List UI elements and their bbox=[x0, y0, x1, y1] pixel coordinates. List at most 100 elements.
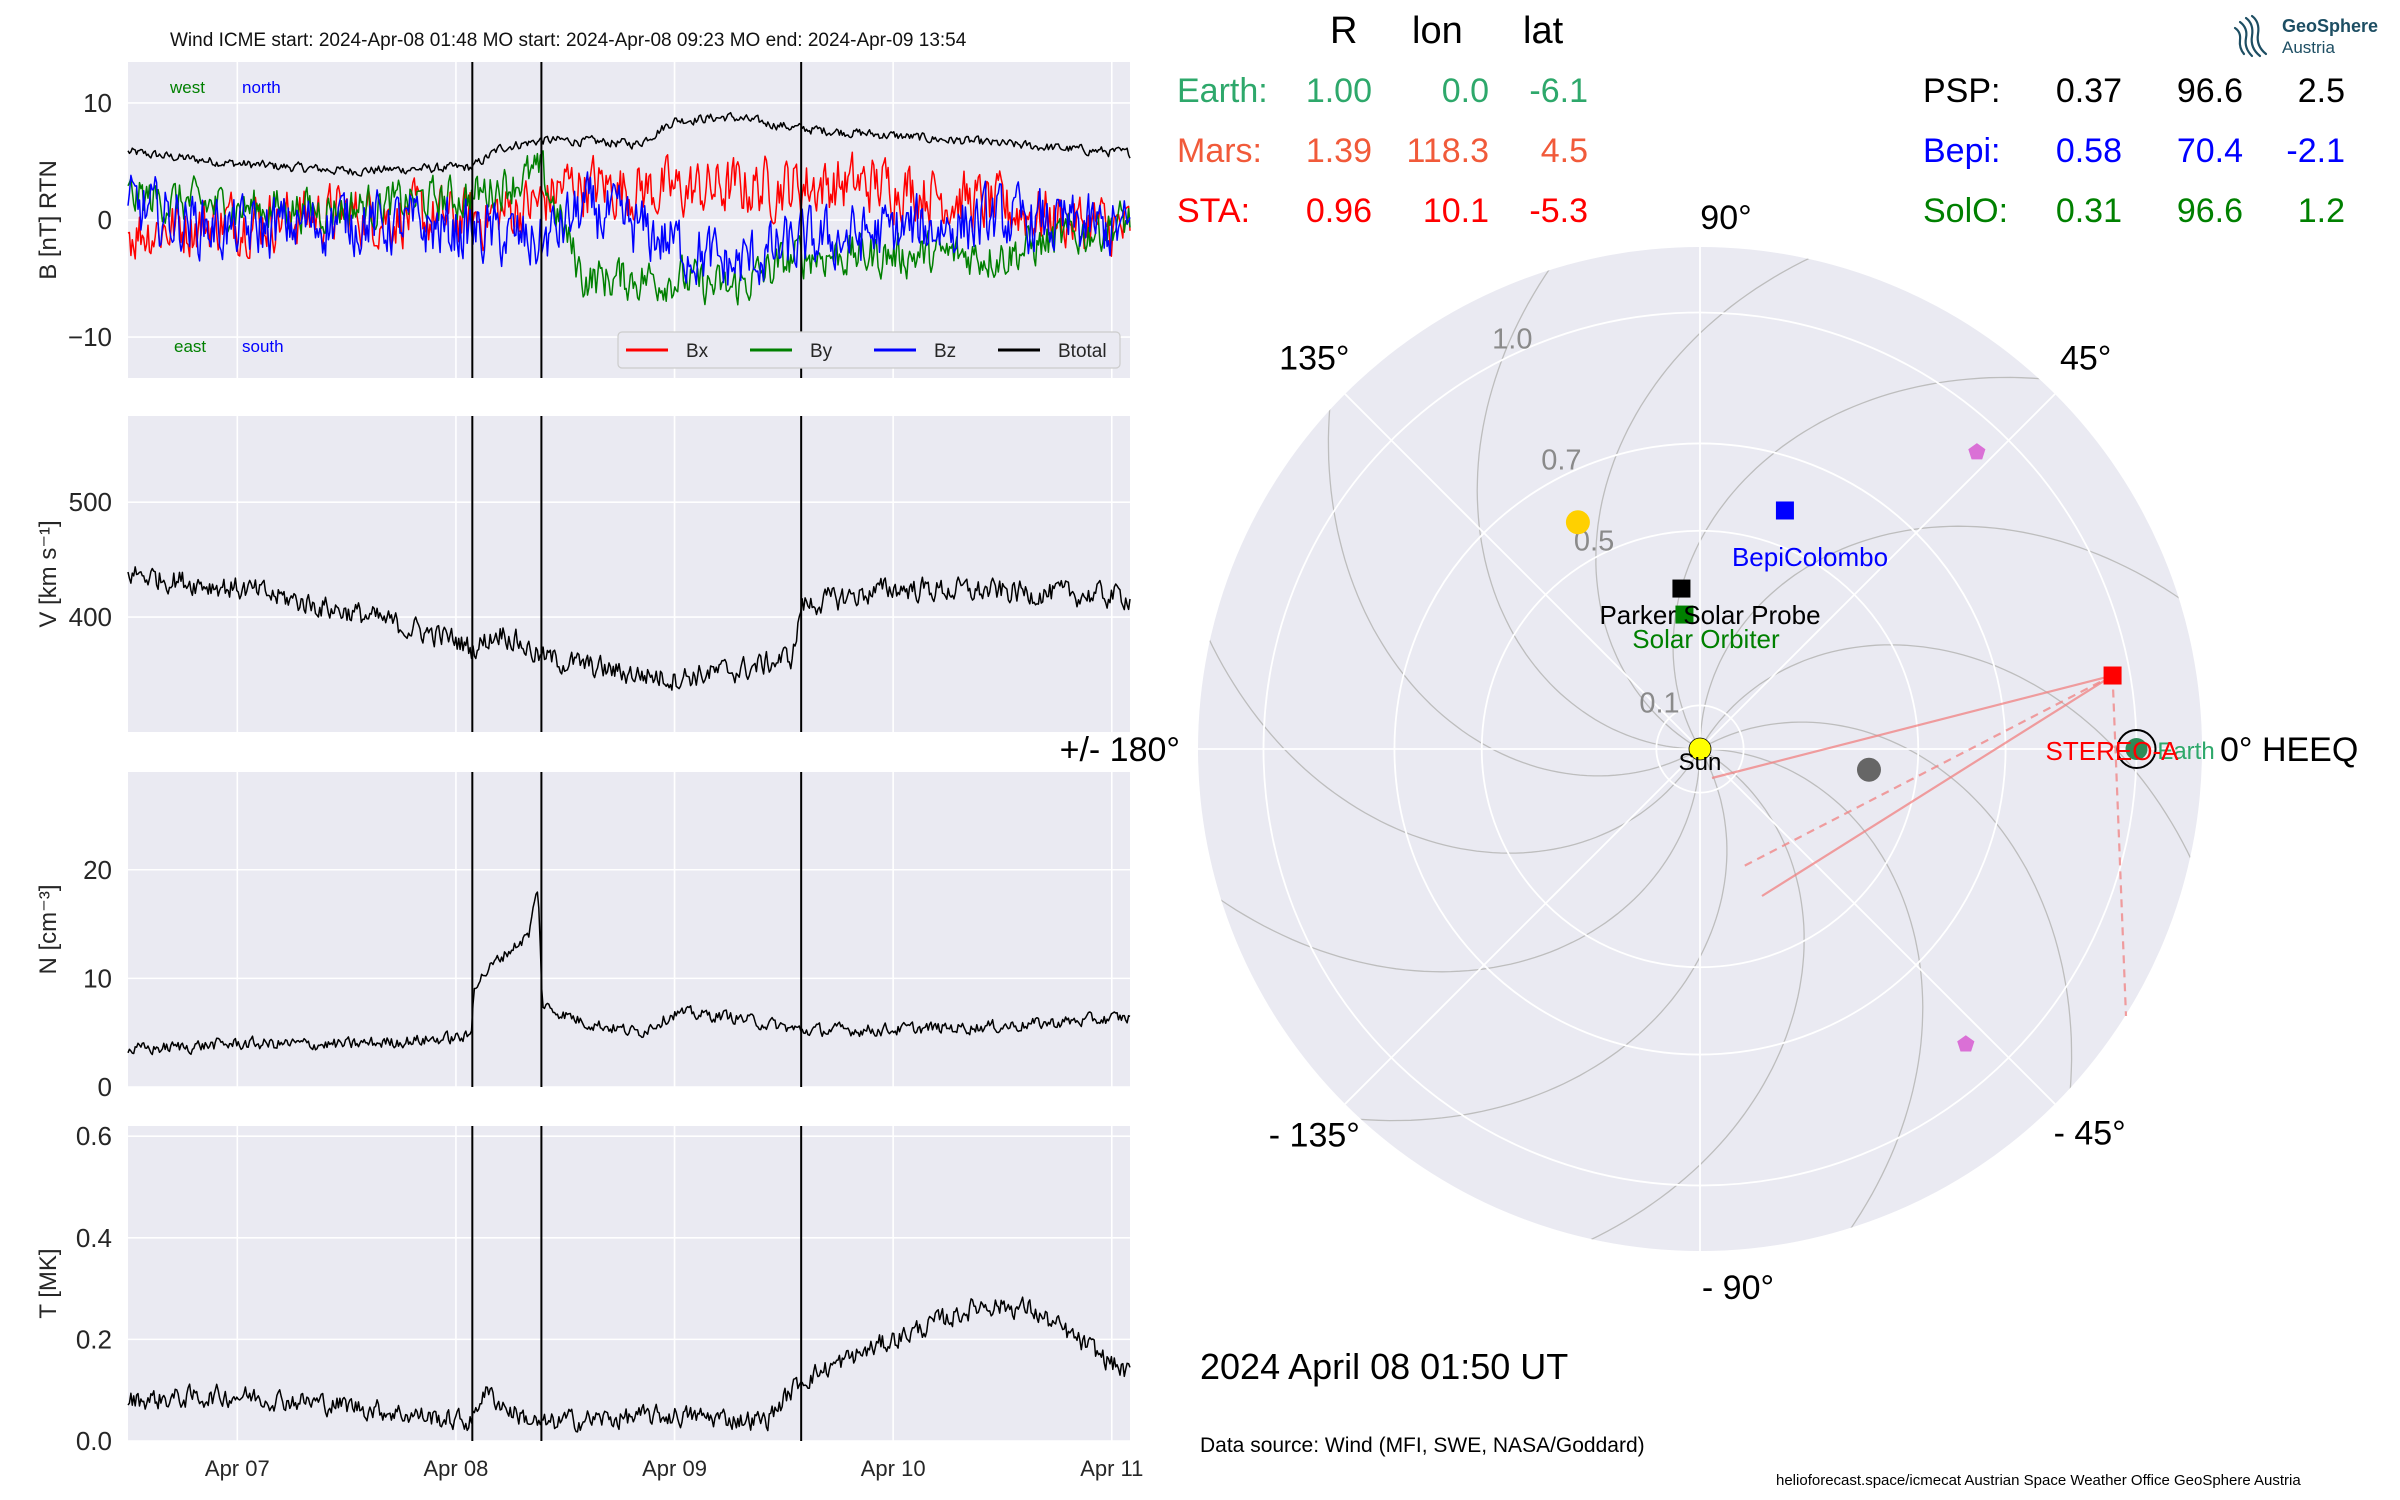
y-tick-label: 0.4 bbox=[76, 1223, 112, 1253]
body-solar-orbiter bbox=[1675, 605, 1694, 624]
x-tick-label: Apr 09 bbox=[642, 1456, 707, 1481]
parker-spiral-line bbox=[1289, 748, 1728, 1122]
body-stereo-a bbox=[2103, 666, 2122, 685]
table-row-r: 0.96 bbox=[1305, 192, 1372, 230]
table-row-name: Earth: bbox=[1177, 72, 1268, 110]
plot-title: Wind ICME start: 2024-Apr-08 01:48 MO st… bbox=[170, 30, 967, 51]
polar-angle-label: 45° bbox=[2060, 339, 2111, 377]
earth-ring bbox=[2116, 729, 2157, 769]
body-bepicolombo bbox=[1775, 501, 1794, 520]
series-line-btotal bbox=[127, 111, 1131, 177]
parker-spiral-line bbox=[1524, 748, 1805, 1251]
parker-spiral-line bbox=[1476, 247, 1701, 750]
table-row-lat: 2.5 bbox=[2297, 72, 2345, 110]
panel-background bbox=[128, 416, 1130, 732]
polar-radius-label: 0.1 bbox=[1639, 688, 1679, 720]
parker-spiral-line bbox=[1699, 721, 2073, 1160]
table-row-lat: -6.1 bbox=[1529, 72, 1588, 110]
table-row-name: Mars: bbox=[1177, 132, 1262, 170]
footer-credits: helioforecast.space/icmecat Austrian Spa… bbox=[1776, 1472, 2301, 1489]
table-row-name: STA: bbox=[1177, 192, 1251, 230]
panel-speed: 400 500 V [km s⁻¹] bbox=[35, 416, 1131, 732]
table-row-name: Bepi: bbox=[1923, 132, 2001, 170]
parker-spiral-line bbox=[1699, 525, 2202, 750]
legend-frame bbox=[617, 331, 1121, 369]
stereo-a-field-lines bbox=[1711, 674, 2128, 1017]
y-axis-label: N [cm⁻³] bbox=[35, 885, 62, 975]
field-line-dashed bbox=[2111, 675, 2128, 1017]
table-row-lon: 70.4 bbox=[2176, 132, 2243, 170]
polar-angle-label: 0° HEEQ bbox=[2220, 731, 2358, 769]
table-row-r: 1.39 bbox=[1305, 132, 1372, 170]
body-label: Parker Solar Probe bbox=[1599, 600, 1820, 630]
parker-spiral-line bbox=[1699, 644, 2202, 925]
y-tick-label: 0.2 bbox=[76, 1324, 112, 1354]
body-label: Sun bbox=[1679, 749, 1722, 776]
parker-spiral-line bbox=[1198, 748, 1701, 973]
table-row-r: 1.00 bbox=[1305, 72, 1372, 110]
panel-density: 0 10 20 N [cm⁻³] bbox=[35, 772, 1131, 1102]
y-axis-label: T [MK] bbox=[35, 1248, 62, 1318]
y-tick-label: 10 bbox=[83, 88, 112, 118]
polar-angle-label: - 45° bbox=[2054, 1115, 2126, 1153]
parker-spirals bbox=[1198, 247, 2202, 1251]
table-row-lon: 96.6 bbox=[2176, 72, 2243, 110]
y-tick-label: 10 bbox=[83, 963, 112, 993]
col-header-lat: lat bbox=[1523, 10, 1564, 52]
table-row-name: SolO: bbox=[1923, 192, 2009, 230]
legend: Bx By Bz Btotal bbox=[617, 331, 1121, 369]
legend-entry-label: Btotal bbox=[1058, 341, 1107, 362]
series-line-t bbox=[127, 1296, 1131, 1433]
y-axis-label: B [nT] RTN bbox=[35, 160, 62, 280]
polar-angle-label: 135° bbox=[1279, 339, 1349, 377]
polar-angle-label: - 135° bbox=[1269, 1117, 1360, 1155]
body-marker-square bbox=[1775, 501, 1794, 520]
y-tick-label: −10 bbox=[68, 322, 112, 352]
field-line-solid bbox=[1761, 674, 2114, 897]
polar-ring bbox=[1480, 529, 1920, 969]
series-line-bz bbox=[127, 171, 1131, 286]
table-row-lon: 10.1 bbox=[1422, 192, 1489, 230]
table-row-r: 0.37 bbox=[2055, 72, 2122, 110]
table-row-r: 0.58 bbox=[2055, 132, 2122, 170]
body-marker-square bbox=[2103, 666, 2122, 685]
panel-background bbox=[128, 772, 1130, 1087]
body-marker-circle bbox=[1688, 737, 1712, 761]
y-axis-label: V [km s⁻¹] bbox=[35, 520, 62, 627]
table-row-r: 0.31 bbox=[2055, 192, 2122, 230]
body-marker-circle bbox=[2125, 738, 2148, 760]
y-tick-label: 0 bbox=[98, 1072, 112, 1102]
geosphere-logo: GeoSphere Austria bbox=[2232, 12, 2392, 62]
series-line-bx bbox=[127, 151, 1131, 260]
table-row-name: PSP: bbox=[1923, 72, 2001, 110]
polar-radius-label: 0.7 bbox=[1541, 445, 1581, 477]
table-row-lon: 0.0 bbox=[1441, 72, 1489, 110]
parker-spiral-line bbox=[1198, 573, 1701, 854]
polar-radial-gridline bbox=[1344, 748, 1701, 1105]
legend-entry-label: Bx bbox=[686, 341, 709, 362]
table-row-lon: 118.3 bbox=[1406, 132, 1489, 170]
body-marker-square bbox=[1672, 579, 1691, 598]
y-tick-label: 400 bbox=[69, 602, 112, 632]
data-source: Data source: Wind (MFI, SWE, NASA/Goddar… bbox=[1200, 1434, 1645, 1457]
y-tick-label: 20 bbox=[83, 855, 112, 885]
col-header-r: R bbox=[1330, 10, 1358, 52]
body-marker-pentagon bbox=[1968, 443, 1986, 460]
polar-radius-label: 1.0 bbox=[1492, 323, 1532, 355]
body-l5-marker bbox=[1968, 443, 1986, 460]
series-line-by bbox=[127, 150, 1131, 306]
parker-spiral-line bbox=[1699, 748, 1924, 1251]
polar-radial-gridline bbox=[1699, 393, 2056, 750]
panel-annotation-south: south bbox=[242, 337, 284, 356]
polar-angle-label: - 90° bbox=[1702, 1269, 1774, 1307]
table-row-lat: -2.1 bbox=[2286, 132, 2345, 170]
parker-spiral-line bbox=[1595, 247, 1876, 750]
geosphere-logo-icon bbox=[2233, 14, 2268, 58]
series-line-n bbox=[127, 891, 1131, 1056]
body-label: Solar Orbiter bbox=[1632, 624, 1780, 654]
body-mars bbox=[1565, 510, 1590, 535]
y-tick-label: 0.0 bbox=[76, 1426, 112, 1456]
table-row-lat: -5.3 bbox=[1529, 192, 1588, 230]
polar-radial-gridline bbox=[1699, 748, 2056, 1105]
